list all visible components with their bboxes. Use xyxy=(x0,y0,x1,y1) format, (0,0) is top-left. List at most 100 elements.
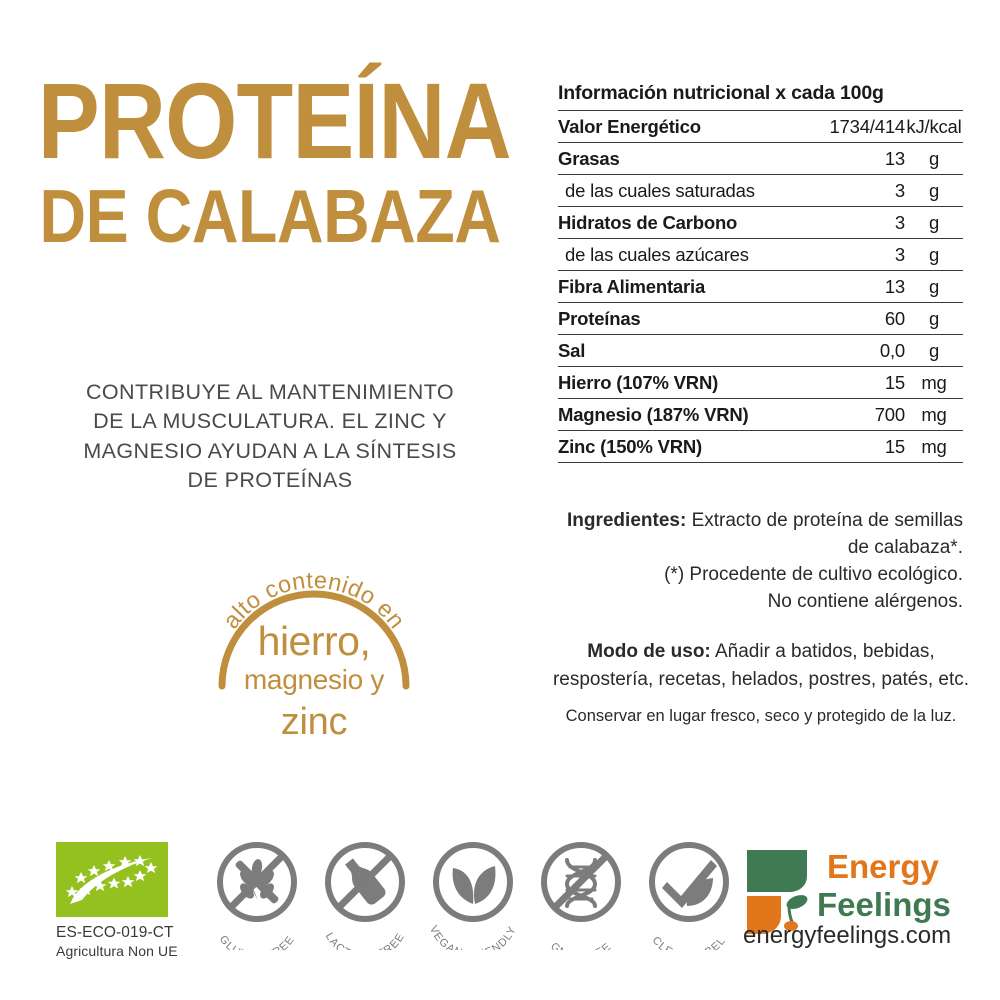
usage-text: Añadir a batidos, bebidas, respostería, … xyxy=(552,641,970,690)
bottom-row: ES-ECO-019-CT Agricultura Non UE xyxy=(0,832,1000,962)
nutrition-row-unit: g xyxy=(928,148,940,169)
usage-block: Modo de uso: Añadir a batidos, bebidas, … xyxy=(546,638,976,693)
nutrition-row-unit: mg xyxy=(921,404,947,425)
nutrition-row-unit: g xyxy=(928,276,940,297)
cert-label-gluten-free: GLUTEN FREE xyxy=(217,933,296,950)
storage-note: Conservar en lugar fresco, seco y proteg… xyxy=(565,707,957,725)
gmo-free-icon: GMO FREE xyxy=(541,842,621,950)
nutrition-row-unit: mg xyxy=(921,436,947,457)
badge-circle-icon: alto contenido en xyxy=(218,567,410,690)
brand-website[interactable]: energyfeelings.com xyxy=(743,922,951,948)
nutrition-row-value: 3 xyxy=(894,180,905,201)
tagline-line-2: DE LA MUSCULATURA. EL ZINC Y xyxy=(93,409,447,434)
nutrition-row-value: 1734/414 xyxy=(829,116,905,137)
cert-lactose-free: LACTOSE FREE xyxy=(313,838,417,950)
nutrition-row-unit: g xyxy=(928,308,940,329)
high-content-badge: alto contenido en hierro, magnesio y zin… xyxy=(196,556,432,764)
nutrition-row-value: 3 xyxy=(894,244,905,265)
nutrition-table: Información nutricional x cada 100g Valo… xyxy=(558,82,963,463)
nutrition-row-value: 700 xyxy=(874,404,905,425)
nutrition-row: de las cuales saturadas 3 g xyxy=(558,174,963,206)
right-column: Información nutricional x cada 100g Valo… xyxy=(540,0,1000,1000)
nutrition-table-header: Información nutricional x cada 100g xyxy=(558,82,884,104)
brand-name-line-2: Feelings xyxy=(817,886,951,923)
nutrition-row-unit: g xyxy=(928,340,940,361)
title-line-1: PROTEÍNA xyxy=(37,60,512,181)
tagline-line-1: CONTRIBUYE AL MANTENIMIENTO xyxy=(86,380,454,404)
nutrition-row-value: 15 xyxy=(884,436,905,457)
nutrition-row: Magnesio (187% VRN) 700 mg xyxy=(558,398,963,430)
ingredients-block: Ingredientes: Extracto de proteína de se… xyxy=(558,508,963,616)
cert-label-clean-label: CLEAN LABEL xyxy=(650,934,728,950)
nutrition-row-label: Zinc (150% VRN) xyxy=(558,436,703,457)
nutrition-rows: Valor Energético 1734/414 kJ/kcal Grasas 13 g… xyxy=(558,110,963,463)
cert-gmo-free: GMO FREE xyxy=(529,838,633,950)
nutrition-row-value: 60 xyxy=(884,308,905,329)
nutrition-row: Hierro (107% VRN) 15 mg xyxy=(558,366,963,398)
svg-text:LACTOSE FREE: LACTOSE FREE xyxy=(323,931,408,950)
nutrition-row-unit: kJ/kcal xyxy=(906,116,962,137)
cert-clean-label: CLEAN LABEL xyxy=(637,838,741,950)
ingredients-origin-note: (*) Procedente de cultivo ecológico. xyxy=(664,563,963,585)
eu-organic-leaf-icon xyxy=(56,842,168,917)
nutrition-row-unit: mg xyxy=(921,372,947,393)
nutrition-row: Proteínas 60 g xyxy=(558,302,963,334)
badge-line-zinc: zinc xyxy=(280,701,348,743)
usage-label: Modo de uso: xyxy=(587,641,711,662)
nutrition-row: Fibra Alimentaria 13 g xyxy=(558,270,963,302)
nutrition-row: Valor Energético 1734/414 kJ/kcal xyxy=(558,110,963,142)
nutrition-row-label: Magnesio (187% VRN) xyxy=(558,404,749,425)
ingredients-allergen-note: No contiene alérgenos. xyxy=(767,590,963,612)
nutrition-row-label: Fibra Alimentaria xyxy=(558,276,706,297)
cert-gluten-free: GLUTEN FREE xyxy=(205,838,309,950)
logo-sprout-icon xyxy=(784,895,808,931)
eu-organic-origin: Agricultura Non UE xyxy=(56,943,178,959)
brand-logo[interactable]: Energy Feelings energyfeelings.com xyxy=(735,840,960,948)
nutrition-row-label: Sal xyxy=(558,340,586,361)
nutrition-row-label: de las cuales azúcares xyxy=(565,244,749,265)
eu-organic-logo: ES-ECO-019-CT Agricultura Non UE xyxy=(56,842,208,959)
nutrition-row-unit: g xyxy=(928,244,940,265)
left-column: PROTEÍNA DE CALABAZA CONTRIBUYE AL MANTE… xyxy=(0,60,540,764)
nutrition-row: Grasas 13 g xyxy=(558,142,963,174)
nutrition-row-value: 0,0 xyxy=(879,340,905,361)
nutrition-row-label: Hidratos de Carbono xyxy=(558,212,738,233)
lactose-free-icon: LACTOSE FREE xyxy=(323,842,408,950)
tagline-line-3: MAGNESIO AYUDAN A LA SÍNTESIS xyxy=(83,438,457,463)
ingredients-line: Ingredientes: Extracto de proteína de se… xyxy=(558,508,963,562)
clean-label-icon: CLEAN LABEL xyxy=(649,842,729,950)
nutrition-row: de las cuales azúcares 3 g xyxy=(558,238,963,270)
title-line-2: DE CALABAZA xyxy=(39,173,501,258)
cert-label-gmo-free: GMO FREE xyxy=(548,940,613,950)
nutrition-row-label: Proteínas xyxy=(558,308,641,329)
ingredients-label: Ingredientes: xyxy=(566,510,687,531)
nutrition-row-label: Grasas xyxy=(558,148,620,169)
product-tagline: CONTRIBUYE AL MANTENIMIENTO DE LA MUSCUL… xyxy=(55,378,485,496)
eu-organic-code: ES-ECO-019-CT xyxy=(56,924,174,941)
brand-name-line-1: Energy xyxy=(827,848,940,885)
nutrition-row: Hidratos de Carbono 3 g xyxy=(558,206,963,238)
nutrition-row: Zinc (150% VRN) 15 mg xyxy=(558,430,963,463)
certification-badges: GLUTEN FREE LACTOSE FREE xyxy=(205,838,729,953)
nutrition-row-value: 15 xyxy=(884,372,905,393)
nutrition-row-label: Valor Energético xyxy=(558,116,701,137)
nutrition-row-label: de las cuales saturadas xyxy=(565,180,755,201)
nutrition-row-unit: g xyxy=(928,180,940,201)
cert-label-lactose-free: LACTOSE FREE xyxy=(323,931,406,950)
badge-line-magnesio: magnesio y xyxy=(243,664,385,695)
nutrition-row-value: 13 xyxy=(884,148,905,169)
product-title: PROTEÍNA DE CALABAZA xyxy=(0,60,540,258)
tagline-line-4: DE PROTEÍNAS xyxy=(187,468,353,493)
nutrition-row-value: 3 xyxy=(894,212,905,233)
badge-line-hierro: hierro, xyxy=(257,618,371,664)
energy-feelings-logo-icon[interactable]: Energy Feelings energyfeelings.com xyxy=(735,840,960,948)
ingredients-text: Extracto de proteína de semillas de cala… xyxy=(686,510,963,558)
svg-text:CLEAN LABEL: CLEAN LABEL xyxy=(650,934,729,950)
gluten-free-icon: GLUTEN FREE xyxy=(217,842,297,950)
nutrition-row: Sal 0,0 g xyxy=(558,334,963,366)
